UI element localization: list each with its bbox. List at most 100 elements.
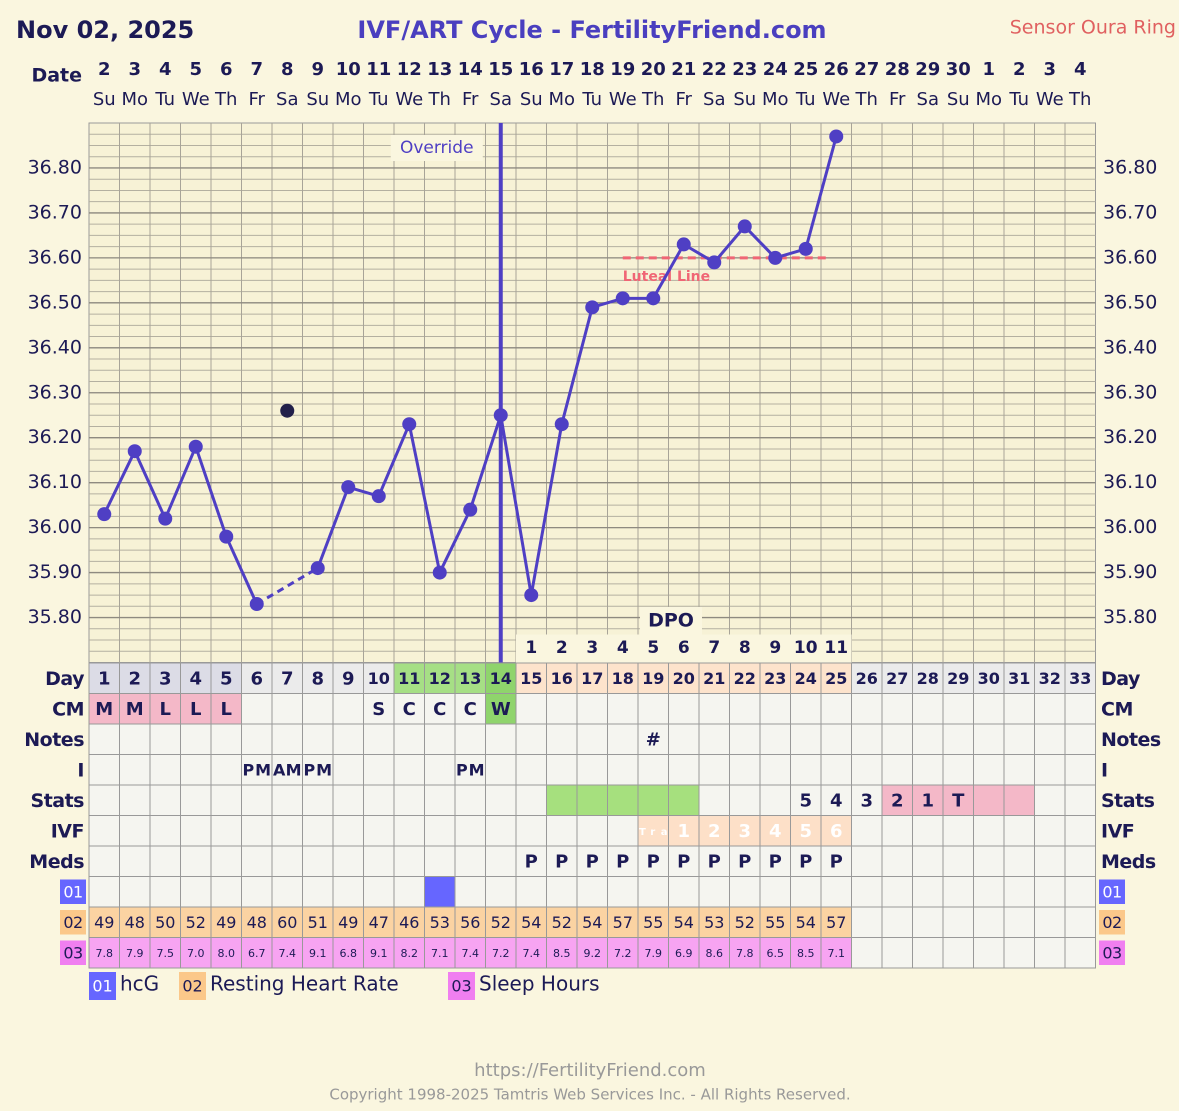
weekday-label: Mo: [762, 89, 789, 110]
cell-text: 6: [830, 821, 843, 842]
table-cell: [637, 693, 669, 725]
legend-swatch: [179, 972, 206, 1000]
weekday-label: Su: [947, 89, 970, 110]
weekday-label: Mo: [975, 89, 1002, 110]
table-cell: [424, 784, 456, 816]
cell-text: 31: [1008, 669, 1030, 688]
cell-text: 1: [921, 790, 934, 811]
table-cell: [668, 784, 700, 816]
temp-point: [371, 489, 386, 504]
table-cell: [485, 662, 517, 694]
table-cell: [1003, 693, 1035, 725]
table-cell: [1003, 937, 1035, 969]
date-label: 27: [854, 59, 879, 80]
weekday-label: Su: [93, 89, 116, 110]
table-cell: [698, 723, 730, 755]
date-label: 19: [610, 59, 635, 80]
cell-text: 19: [642, 669, 664, 688]
cell-text: 54: [796, 913, 816, 932]
table-cell: [241, 693, 273, 725]
cell-text: 9.1: [370, 947, 388, 960]
table-cell: [820, 876, 852, 908]
temp-point: [585, 300, 600, 315]
cell-text: 3: [159, 668, 172, 689]
row-label: Notes: [24, 729, 84, 751]
cell-text: 8: [311, 668, 324, 689]
table-cell: [302, 906, 334, 938]
cell-text: L: [160, 699, 171, 720]
legend-label: Sleep Hours: [479, 972, 600, 996]
weekday-label: Tu: [1008, 89, 1029, 110]
table-cell: [851, 723, 883, 755]
table-cell: [881, 693, 913, 725]
y2-tick-label: 36.70: [1103, 201, 1157, 223]
y-tick-label: 35.80: [28, 606, 82, 628]
table-cell: [912, 937, 944, 969]
table-cell: [180, 815, 212, 847]
table-cell: [515, 723, 547, 755]
table-cell: [424, 906, 456, 938]
table-cell: [485, 876, 517, 908]
y-tick-label: 36.00: [28, 516, 82, 538]
cell-text: 52: [186, 913, 206, 932]
table-cell: [729, 723, 761, 755]
row-label: IVF: [51, 820, 84, 842]
weekday-label: Fr: [462, 89, 479, 110]
table-cell: [393, 754, 425, 786]
sensor-label: Sensor Oura Ring: [1010, 17, 1176, 39]
table-cell: [790, 754, 822, 786]
table-cell: [973, 937, 1005, 969]
table-cell: [759, 937, 791, 969]
weekday-label: Fr: [889, 89, 906, 110]
cell-text: PM: [304, 760, 333, 779]
cell-text: 54: [674, 913, 694, 932]
table-cell: [729, 693, 761, 725]
table-cell: [454, 906, 486, 938]
table-cell: [790, 723, 822, 755]
table-cell: [942, 662, 974, 694]
table-cell: [88, 845, 120, 877]
weekday-label: Sa: [703, 89, 725, 110]
cell-text: P: [555, 851, 568, 872]
cell-text: 4: [189, 668, 202, 689]
table-cell: [149, 754, 181, 786]
table-cell: [759, 693, 791, 725]
table-cell: [271, 876, 303, 908]
temp-point: [158, 511, 173, 526]
weekday-label: Tu: [581, 89, 602, 110]
table-cell: [1064, 906, 1096, 938]
date-label: 24: [763, 59, 788, 80]
cell-text: 28: [917, 669, 939, 688]
table-cell: [332, 876, 364, 908]
table-cell: [881, 815, 913, 847]
cell-text: 14: [490, 669, 512, 688]
table-cell: [942, 906, 974, 938]
cell-text: M: [95, 699, 113, 720]
table-cell: [393, 723, 425, 755]
table-cell: [637, 754, 669, 786]
weekday-label: Fr: [249, 89, 266, 110]
cell-text: 9.1: [309, 947, 327, 960]
table-cell: [515, 815, 547, 847]
cell-text: 6.8: [340, 947, 358, 960]
temp-point: [127, 444, 142, 459]
table-cell: [668, 937, 700, 969]
cell-text: 16: [551, 669, 573, 688]
table-cell: [424, 876, 456, 908]
override-label-bg: [390, 135, 483, 161]
table-cell: [576, 723, 608, 755]
table-cell: [515, 876, 547, 908]
date-label: 29: [915, 59, 940, 80]
weekday-label: Mo: [121, 89, 148, 110]
cell-text: P: [830, 851, 843, 872]
dpo-label-bg: [640, 607, 702, 635]
temp-point: [524, 588, 539, 603]
table-cell: [515, 784, 547, 816]
cell-text: W: [491, 699, 511, 720]
row-label: Day: [45, 668, 85, 690]
cell-text: 10: [368, 669, 390, 688]
table-cell: [973, 876, 1005, 908]
cell-text: 9: [342, 668, 355, 689]
cell-text: 6.5: [767, 947, 785, 960]
